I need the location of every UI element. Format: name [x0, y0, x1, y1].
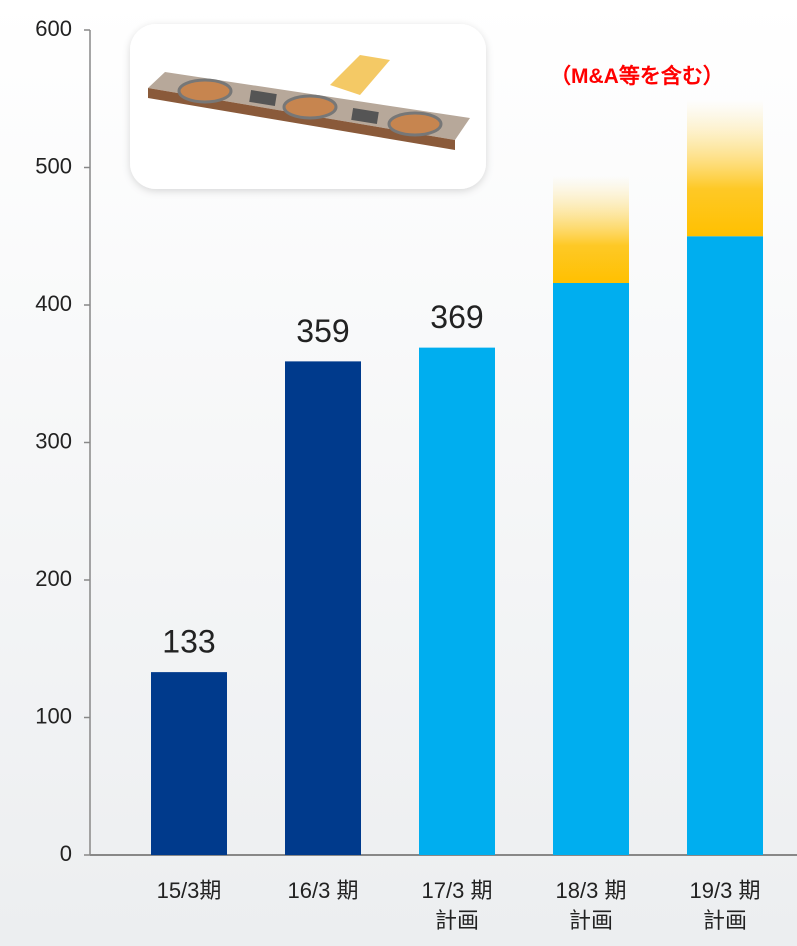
product-image [130, 24, 486, 189]
y-tick-label: 200 [35, 566, 72, 591]
y-tick-label: 600 [35, 16, 72, 41]
y-tick-label: 500 [35, 153, 72, 178]
bar-segment [687, 236, 763, 855]
bar-segment [553, 175, 629, 283]
annotation: （M&A等を含む） [550, 65, 724, 88]
x-tick-label: 16/3 期 [287, 878, 359, 903]
x-tick-label: 18/3 期 計画 [555, 878, 627, 933]
x-tick-label: 17/3 期 計画 [421, 878, 493, 933]
value-label: 133 [162, 624, 215, 660]
value-label: 359 [296, 313, 349, 349]
value-label: 369 [430, 299, 483, 335]
bar-segment [151, 672, 227, 855]
bar-segment [553, 283, 629, 855]
bar-segment [687, 100, 763, 237]
y-tick-label: 300 [35, 428, 72, 453]
y-tick-label: 400 [35, 291, 72, 316]
x-tick-label: 15/3期 [156, 878, 222, 903]
x-tick-label: 19/3 期 計画 [689, 878, 761, 933]
y-tick-label: 100 [35, 703, 72, 728]
bar-segment [285, 361, 361, 855]
y-tick-label: 0 [60, 841, 72, 866]
bar-segment [419, 347, 495, 855]
